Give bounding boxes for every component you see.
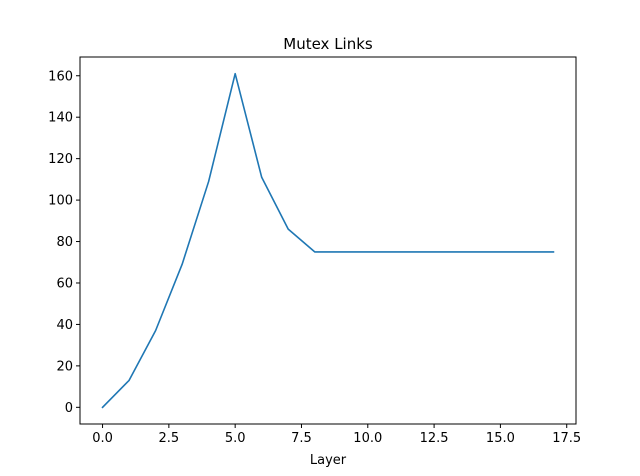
x-tick-label: 12.5 bbox=[420, 431, 449, 446]
data-point bbox=[392, 249, 397, 254]
series-line bbox=[101, 72, 555, 409]
data-point bbox=[551, 249, 556, 254]
data-point bbox=[418, 249, 423, 254]
data-point bbox=[153, 328, 158, 333]
y-tick-label: 20 bbox=[56, 359, 73, 374]
x-tick-label: 0.0 bbox=[92, 431, 113, 446]
y-tick-label: 60 bbox=[56, 276, 73, 291]
x-tick-label: 17.5 bbox=[552, 431, 581, 446]
data-point bbox=[100, 405, 105, 410]
series-layer bbox=[100, 71, 556, 410]
data-point bbox=[339, 249, 344, 254]
data-point bbox=[524, 249, 529, 254]
x-axis: 0.0 2.5 5.0 7.5 10.0 12.5 15.0 17.5 bbox=[92, 424, 581, 446]
y-tick-label: 40 bbox=[56, 318, 73, 333]
data-point bbox=[206, 179, 211, 184]
y-axis: 0 20 40 60 80 100 120 140 160 bbox=[48, 69, 80, 416]
chart-title: Mutex Links bbox=[283, 35, 373, 53]
data-point bbox=[286, 227, 291, 232]
y-tick-label: 0 bbox=[65, 401, 73, 416]
y-tick-label: 160 bbox=[48, 69, 73, 84]
x-axis-label: Layer bbox=[310, 453, 347, 468]
plot-area bbox=[79, 56, 577, 425]
data-point bbox=[233, 71, 238, 76]
y-tick-label: 80 bbox=[56, 235, 73, 250]
y-tick-label: 120 bbox=[48, 152, 73, 167]
data-point bbox=[180, 262, 185, 267]
data-point bbox=[471, 249, 476, 254]
data-point bbox=[312, 249, 317, 254]
data-point bbox=[498, 249, 503, 254]
x-tick-label: 2.5 bbox=[159, 431, 180, 446]
x-tick-label: 10.0 bbox=[353, 431, 382, 446]
y-tick-label: 140 bbox=[48, 111, 73, 126]
data-point bbox=[365, 249, 370, 254]
y-tick-label: 100 bbox=[48, 194, 73, 209]
x-tick-label: 7.5 bbox=[291, 431, 312, 446]
data-point bbox=[127, 378, 132, 383]
x-tick-label: 15.0 bbox=[486, 431, 515, 446]
data-point bbox=[445, 249, 450, 254]
data-point bbox=[259, 175, 264, 180]
x-tick-label: 5.0 bbox=[225, 431, 246, 446]
